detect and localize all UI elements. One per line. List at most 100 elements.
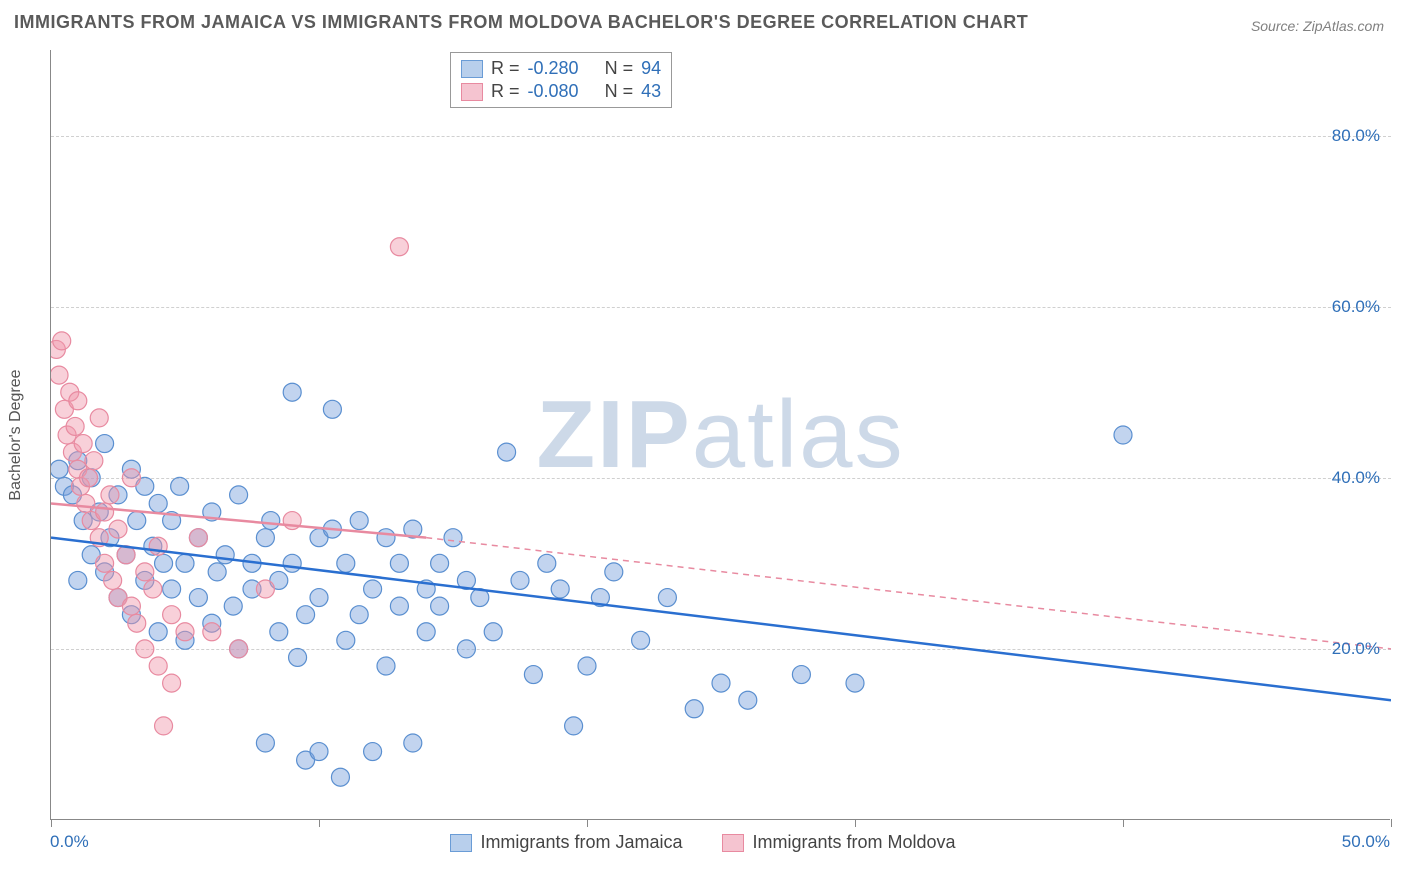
data-point (122, 469, 140, 487)
data-point (109, 520, 127, 538)
y-tick-label: 60.0% (1332, 297, 1380, 317)
data-point (149, 494, 167, 512)
data-point (350, 606, 368, 624)
stats-legend: R = -0.280 N = 94 R = -0.080 N = 43 (450, 52, 672, 108)
data-point (163, 606, 181, 624)
data-point (712, 674, 730, 692)
stat-r-label: R = (491, 58, 520, 79)
data-point (144, 580, 162, 598)
stat-n-label: N = (605, 58, 634, 79)
data-point (658, 589, 676, 607)
data-point (283, 554, 301, 572)
data-point (524, 666, 542, 684)
data-point (176, 623, 194, 641)
data-point (538, 554, 556, 572)
data-point (96, 554, 114, 572)
data-point (189, 589, 207, 607)
y-tick-label: 20.0% (1332, 639, 1380, 659)
source-attribution: Source: ZipAtlas.com (1251, 18, 1384, 34)
plot-area: ZIPatlas 20.0%40.0%60.0%80.0% (50, 50, 1390, 820)
stats-legend-row: R = -0.280 N = 94 (461, 57, 661, 80)
data-point (256, 529, 274, 547)
data-point (377, 529, 395, 547)
stat-r-value: -0.080 (528, 81, 579, 102)
legend-label: Immigrants from Jamaica (480, 832, 682, 853)
data-point (605, 563, 623, 581)
data-point (128, 614, 146, 632)
data-point (128, 512, 146, 530)
data-point (66, 417, 84, 435)
stats-legend-row: R = -0.080 N = 43 (461, 80, 661, 103)
x-tick (587, 819, 588, 827)
data-point (122, 597, 140, 615)
data-point (163, 674, 181, 692)
data-point (224, 597, 242, 615)
data-point (74, 435, 92, 453)
data-point (846, 674, 864, 692)
data-point (256, 580, 274, 598)
data-point (511, 571, 529, 589)
data-point (404, 734, 422, 752)
legend-label: Immigrants from Moldova (752, 832, 955, 853)
data-point (685, 700, 703, 718)
data-point (565, 717, 583, 735)
chart-title: IMMIGRANTS FROM JAMAICA VS IMMIGRANTS FR… (14, 12, 1028, 33)
data-point (390, 554, 408, 572)
data-point (270, 623, 288, 641)
legend-swatch (722, 834, 744, 852)
data-point (337, 554, 355, 572)
legend-swatch (461, 60, 483, 78)
data-point (390, 238, 408, 256)
data-point (203, 623, 221, 641)
data-point (51, 366, 68, 384)
stat-n-value: 94 (641, 58, 661, 79)
data-point (578, 657, 596, 675)
data-point (96, 503, 114, 521)
data-point (171, 477, 189, 495)
data-point (390, 597, 408, 615)
data-point (431, 597, 449, 615)
data-point (189, 529, 207, 547)
data-point (69, 392, 87, 410)
data-point (136, 563, 154, 581)
data-point (256, 734, 274, 752)
data-point (364, 580, 382, 598)
data-point (739, 691, 757, 709)
legend-swatch (450, 834, 472, 852)
data-point (484, 623, 502, 641)
data-point (337, 631, 355, 649)
scatter-plot-svg (51, 50, 1391, 820)
data-point (104, 571, 122, 589)
x-tick (1123, 819, 1124, 827)
data-point (283, 383, 301, 401)
data-point (96, 435, 114, 453)
stat-r-value: -0.280 (528, 58, 579, 79)
trend-line-extrapolated (426, 538, 1391, 649)
data-point (230, 486, 248, 504)
data-point (331, 768, 349, 786)
data-point (155, 717, 173, 735)
stat-r-label: R = (491, 81, 520, 102)
data-point (323, 400, 341, 418)
data-point (176, 554, 194, 572)
y-tick-label: 40.0% (1332, 468, 1380, 488)
stat-n-label: N = (605, 81, 634, 102)
data-point (289, 648, 307, 666)
data-point (90, 409, 108, 427)
x-tick (51, 819, 52, 827)
stat-n-value: 43 (641, 81, 661, 102)
y-axis-label: Bachelor's Degree (7, 369, 25, 500)
data-point (163, 580, 181, 598)
data-point (208, 563, 226, 581)
y-tick-label: 80.0% (1332, 126, 1380, 146)
data-point (310, 589, 328, 607)
data-point (262, 512, 280, 530)
data-point (216, 546, 234, 564)
data-point (551, 580, 569, 598)
data-point (792, 666, 810, 684)
data-point (69, 571, 87, 589)
data-point (149, 623, 167, 641)
data-point (136, 640, 154, 658)
data-point (632, 631, 650, 649)
data-point (155, 554, 173, 572)
